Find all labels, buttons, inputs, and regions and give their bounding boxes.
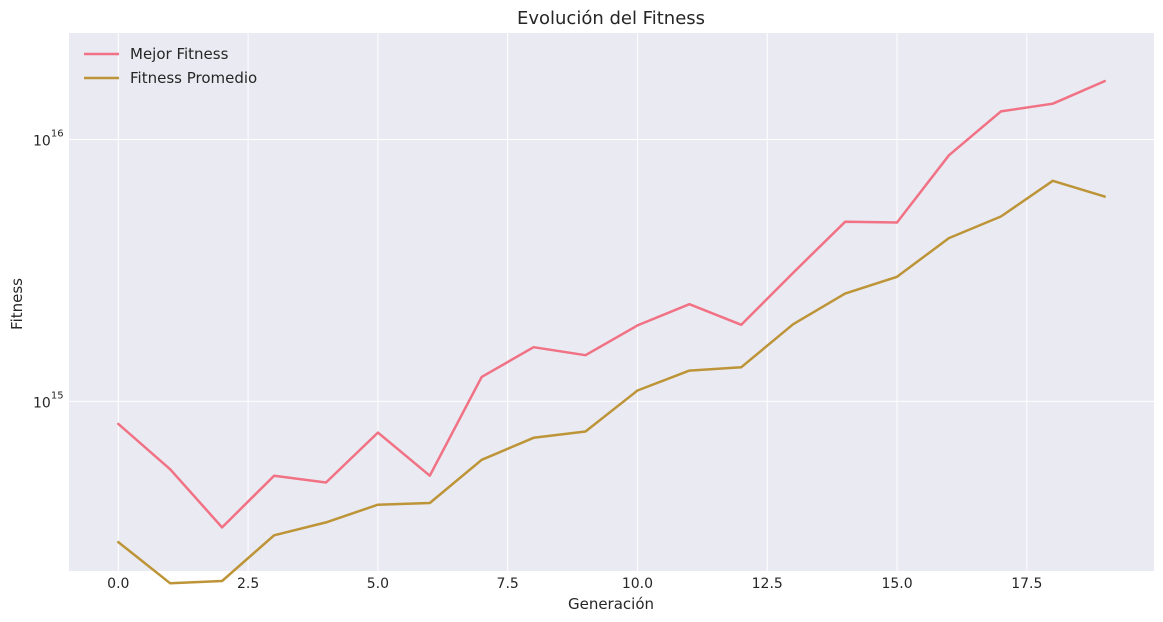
series-layer bbox=[117, 79, 1106, 585]
x-tick-label: 7.5 bbox=[497, 576, 519, 592]
y-tick-exponent: 16 bbox=[51, 128, 64, 139]
chart-title: Evolución del Fitness bbox=[517, 8, 705, 29]
y-tick-label: 1016 bbox=[33, 128, 64, 149]
x-axis-label: Generación bbox=[568, 595, 654, 613]
series-line-1 bbox=[117, 79, 1106, 529]
y-tick-base: 10 bbox=[33, 395, 51, 411]
y-tick-base: 10 bbox=[33, 133, 51, 149]
plot-area bbox=[69, 33, 1154, 571]
legend: Mejor Fitness Fitness Promedio bbox=[84, 45, 257, 87]
grid bbox=[69, 33, 1154, 571]
x-tick-label: 15.0 bbox=[881, 576, 912, 592]
y-tick-label: 1015 bbox=[33, 390, 64, 411]
y-axis-label: Fitness bbox=[8, 278, 26, 330]
x-axis-ticks: 0.0 2.5 5.0 7.5 10.0 12.5 15.0 17.5 bbox=[107, 576, 1042, 592]
x-tick-label: 2.5 bbox=[237, 576, 259, 592]
legend-label-2: Fitness Promedio bbox=[130, 69, 257, 87]
x-tick-label: 12.5 bbox=[752, 576, 783, 592]
x-tick-label: 0.0 bbox=[107, 576, 129, 592]
legend-label-1: Mejor Fitness bbox=[130, 45, 229, 63]
y-tick-exponent: 15 bbox=[51, 390, 64, 401]
x-tick-label: 5.0 bbox=[367, 576, 389, 592]
series-line-2 bbox=[117, 179, 1106, 585]
x-tick-label: 10.0 bbox=[622, 576, 653, 592]
x-tick-label: 17.5 bbox=[1011, 576, 1042, 592]
